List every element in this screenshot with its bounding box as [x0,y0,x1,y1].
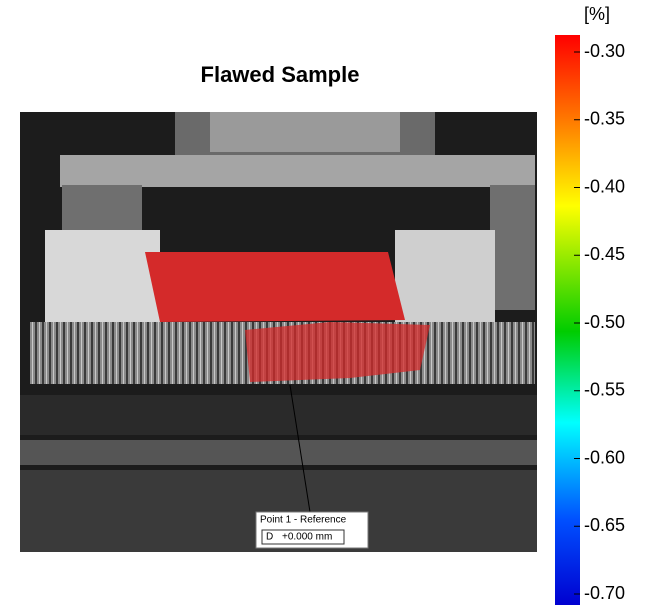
colorbar-tick-label: -0.70 [584,583,625,603]
colorbar [555,35,580,605]
colorbar-tick-label: -0.65 [584,515,625,535]
colorbar-tick-label: -0.30 [584,41,625,61]
annotation-value: +0.000 mm [282,532,332,543]
colorbar-tick-label: -0.60 [584,447,625,467]
colorbar-tick-label: -0.35 [584,109,625,129]
colorbar-unit: [%] [584,4,610,24]
colorbar-tick-label: -0.50 [584,312,625,332]
colorbar-tick-label: -0.55 [584,380,625,400]
annotation-quantity: D [266,532,273,543]
photo [20,112,537,552]
title: Flawed Sample [201,62,360,87]
annotation-title: Point 1 - Reference [260,515,347,526]
colorbar-tick-label: -0.40 [584,176,625,196]
colorbar-tick-label: -0.45 [584,244,625,264]
